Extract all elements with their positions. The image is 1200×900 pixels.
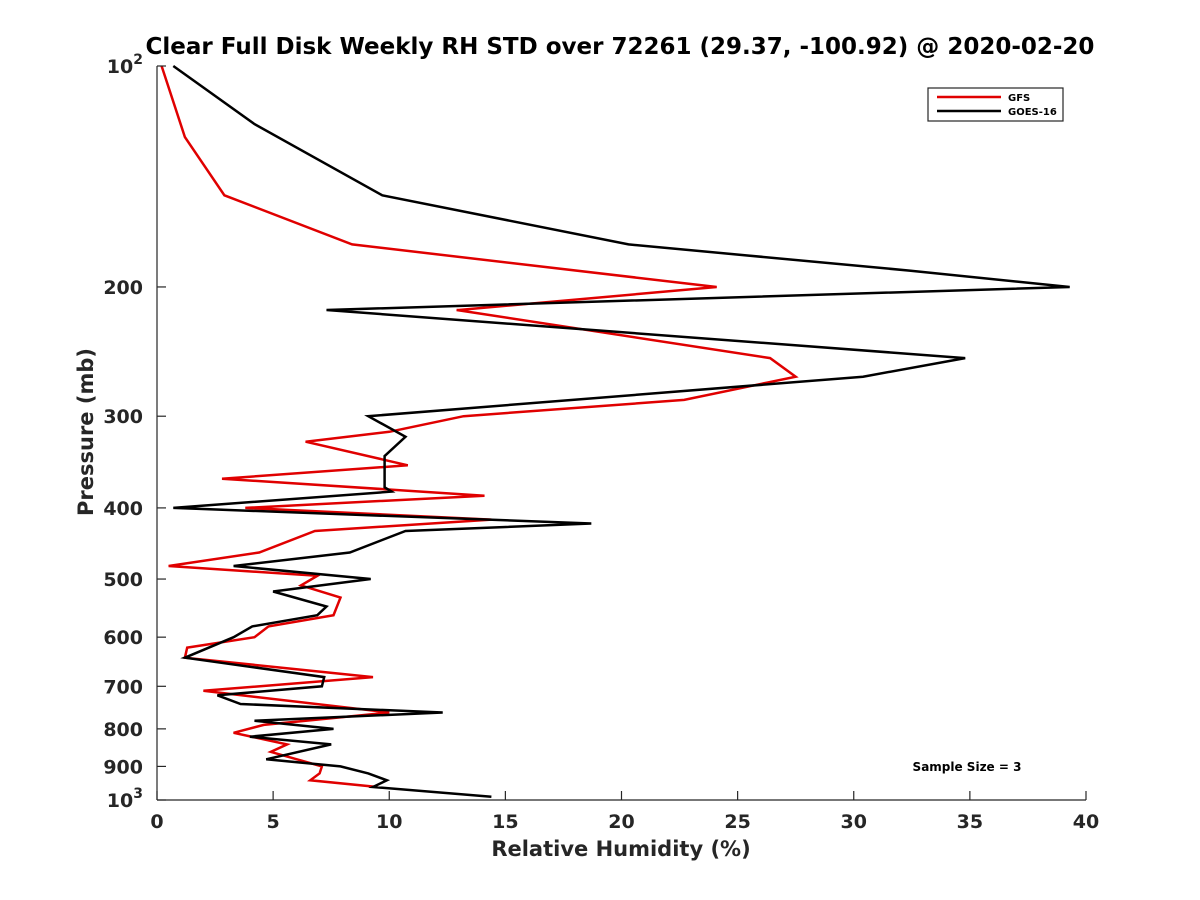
legend-box (927, 87, 1064, 122)
legend: GFS GOES-16 (927, 87, 1064, 122)
y-tick-label: 800 (103, 719, 143, 741)
y-tick-label: 900 (103, 756, 143, 778)
x-tick-label: 10 (376, 811, 402, 833)
y-tick-label: 400 (103, 498, 143, 520)
x-tick-label: 40 (1073, 811, 1099, 833)
chart-title: Clear Full Disk Weekly RH STD over 72261… (146, 34, 1095, 60)
y-tick-label: 200 (103, 277, 143, 299)
y-tick-label: 102 (107, 52, 143, 78)
x-tick-label: 35 (957, 811, 983, 833)
x-tick-label: 0 (150, 811, 163, 833)
series-line-goes-16 (172, 64, 1070, 799)
x-tick-label: 20 (608, 811, 634, 833)
x-tick-label: 30 (841, 811, 867, 833)
series-layer (160, 64, 1070, 799)
y-axis-label: Pressure (mb) (74, 348, 98, 516)
legend-label-gfs: GFS (1008, 93, 1030, 104)
plot-area (157, 66, 1086, 800)
x-tick-label: 15 (492, 811, 518, 833)
y-tick-label: 700 (103, 676, 143, 698)
axes-layer: 0 5 10 15 20 25 30 35 40 102 200 300 400 500 600 700 800… (103, 52, 1099, 833)
y-tick-label: 103 (107, 786, 143, 812)
series-line-gfs (160, 65, 799, 789)
y-tick-label: 500 (103, 569, 143, 591)
x-tick-label: 5 (267, 811, 280, 833)
y-tick-label: 300 (103, 406, 143, 428)
legend-label-goes-16: GOES-16 (1008, 107, 1057, 118)
x-tick-label: 25 (724, 811, 750, 833)
x-axis-label: Relative Humidity (%) (491, 837, 750, 861)
plot-background (157, 66, 1086, 800)
sample-size-annotation: Sample Size = 3 (913, 760, 1022, 774)
y-tick-label: 600 (103, 627, 143, 649)
